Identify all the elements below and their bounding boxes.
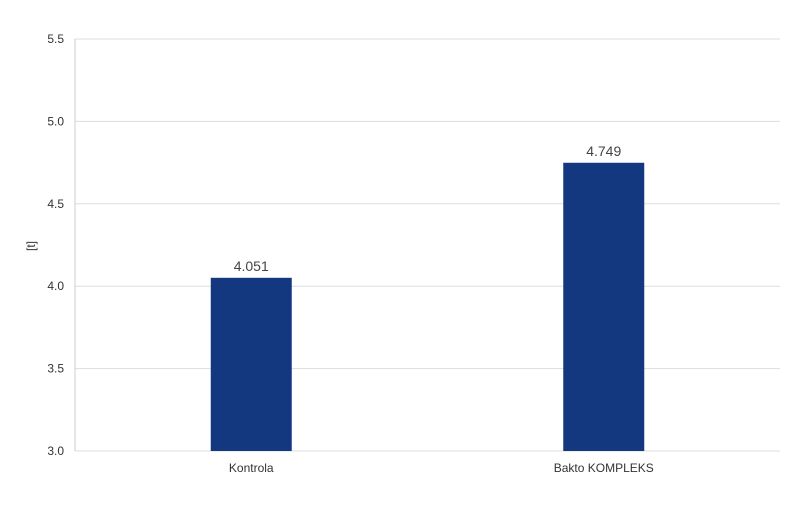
label-layer: 4.051 Kontrola 4.749 Bakto KOMPLEKS (229, 143, 654, 475)
y-tick-label: 4.5 (47, 197, 64, 211)
bar (210, 277, 292, 451)
bar-value-label: 4.749 (586, 143, 621, 159)
y-tick-label: 5.0 (47, 114, 64, 128)
grid-layer (75, 38, 780, 452)
bar-value-label: 4.051 (234, 258, 269, 274)
bar-layer (210, 162, 645, 451)
y-tick-label: 5.5 (47, 32, 64, 46)
bar (563, 162, 645, 451)
x-category-label: Bakto KOMPLEKS (554, 461, 654, 475)
y-tick-label: 3.5 (47, 362, 64, 376)
y-tick-label: 4.0 (47, 279, 64, 293)
axis-layer: 3.0 3.5 4.0 4.5 5.0 5.5 (47, 32, 76, 458)
y-axis-label: [t] (24, 241, 38, 251)
y-tick-label: 3.0 (47, 444, 64, 458)
x-category-label: Kontrola (229, 461, 274, 475)
